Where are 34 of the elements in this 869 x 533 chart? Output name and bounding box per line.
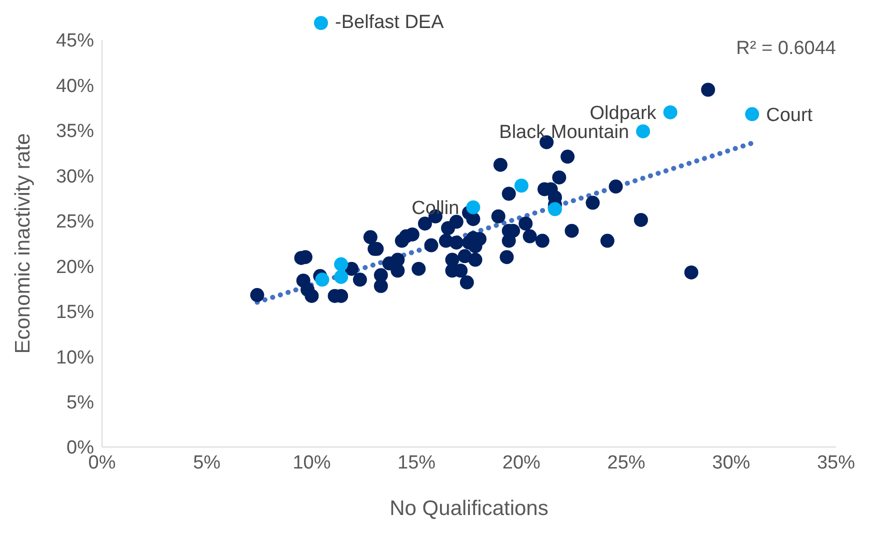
x-tick-label: 15%	[398, 452, 436, 474]
annotation: R² = 0.6044	[736, 38, 836, 60]
x-tick-label: 0%	[88, 452, 116, 474]
point	[636, 124, 650, 138]
y-tick-label: 30%	[56, 166, 94, 188]
y-axis-title: Economic inactivity rate	[11, 133, 34, 354]
legend-label: -Belfast DEA	[335, 12, 444, 34]
annotation: Oldpark	[590, 103, 657, 124]
y-tick-label: 15%	[56, 302, 94, 324]
x-tick-label: 30%	[712, 452, 750, 474]
x-axis-title: No Qualifications	[390, 497, 548, 520]
x-tick-label: 20%	[502, 452, 541, 474]
point	[466, 200, 480, 214]
y-tick-label: 35%	[56, 121, 94, 142]
point	[334, 257, 348, 272]
y-tick-label: 5%	[66, 392, 94, 414]
x-tick-label: 5%	[193, 452, 221, 474]
x-tick-label: 25%	[607, 452, 646, 474]
y-tick-label: 45%	[56, 30, 94, 52]
y-tick-label: 25%	[56, 212, 94, 233]
point	[514, 178, 528, 193]
point	[315, 272, 330, 287]
y-tick-label: 40%	[56, 76, 94, 97]
x-tick-label: 10%	[292, 452, 331, 474]
y-tick-label: 10%	[56, 347, 94, 368]
annotation: Collin	[412, 198, 460, 220]
annotation: Court	[766, 104, 814, 126]
annotation: Black Mountain	[499, 122, 630, 144]
point	[548, 202, 562, 216]
point	[334, 270, 348, 284]
point	[745, 107, 760, 122]
point	[663, 105, 678, 120]
y-tick-label: 20%	[56, 256, 94, 278]
x-tick-label: 35%	[816, 452, 856, 474]
